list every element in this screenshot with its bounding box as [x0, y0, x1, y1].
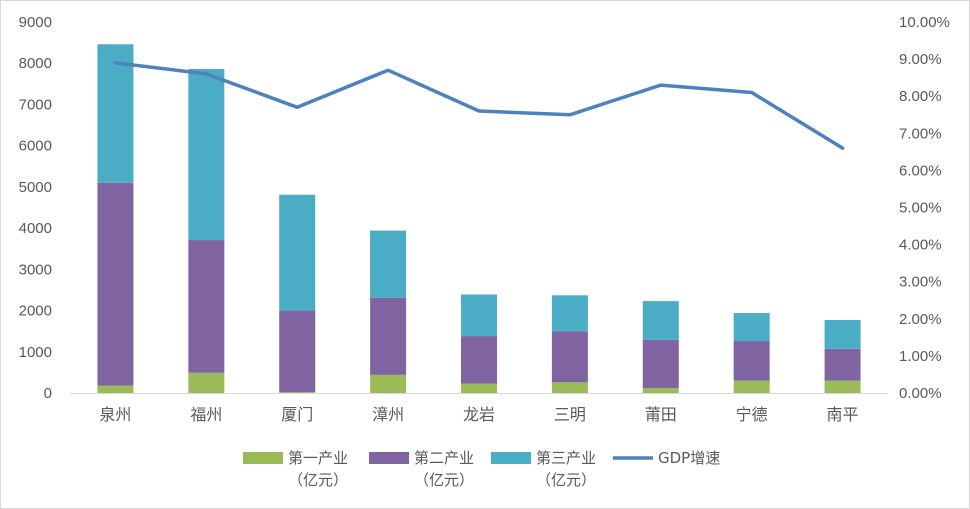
bar-segment-series-2 — [461, 336, 497, 384]
bar-segment-series-3 — [97, 44, 134, 183]
bar-segment-series-2 — [642, 339, 679, 389]
y-right-tick-label: 1.00% — [899, 348, 942, 365]
legend-swatch-series-1 — [243, 452, 283, 464]
bar-segment-series-1 — [188, 372, 225, 393]
y-right-tick-label: 8.00% — [899, 88, 942, 105]
y-left-tick-label: 1000 — [19, 344, 52, 361]
legend-swatch-series-2 — [369, 452, 409, 464]
x-category-label: 莆田 — [645, 405, 677, 424]
y-left-tick-label: 5000 — [19, 179, 52, 196]
y-right-tick-label: 2.00% — [899, 311, 942, 328]
bar-segment-series-2 — [188, 240, 225, 373]
bar-segment-series-3 — [370, 230, 407, 298]
legend-label-series-4: GDP增速 — [658, 449, 720, 467]
bar-segment-series-2 — [279, 310, 316, 393]
bar-segment-series-1 — [370, 374, 407, 393]
y-right-tick-label: 6.00% — [899, 162, 942, 179]
bar-segment-series-2 — [733, 341, 770, 381]
x-category-label: 厦门 — [281, 405, 313, 424]
bar-segment-series-3 — [551, 295, 588, 332]
y-left-tick-label: 0 — [44, 385, 52, 402]
y-right-tick-label: 0.00% — [899, 385, 942, 402]
y-left-tick-label: 2000 — [19, 303, 52, 320]
y-right-tick-label: 10.00% — [899, 14, 950, 31]
y-right-tick-label: 7.00% — [899, 125, 942, 142]
y-left-tick-label: 7000 — [19, 96, 52, 113]
bar-segment-series-1 — [642, 388, 679, 393]
bar-segment-series-1 — [461, 383, 497, 393]
bar-segment-series-3 — [642, 301, 679, 340]
bar-segment-series-3 — [188, 68, 225, 241]
y-left-tick-label: 9000 — [19, 14, 52, 31]
y-right-tick-label: 4.00% — [899, 237, 942, 254]
legend-swatch-series-3 — [491, 452, 531, 464]
legend-label-series-1: 第一产业 — [288, 449, 348, 467]
x-category-label: 泉州 — [99, 405, 131, 424]
y-left-tick-label: 6000 — [19, 138, 52, 155]
bar-segment-series-2 — [824, 348, 861, 381]
legend-label-series-2: （亿元） — [414, 471, 474, 489]
y-left-tick-label: 4000 — [19, 220, 52, 237]
y-right-tick-label: 3.00% — [899, 274, 942, 291]
bar-segment-series-1 — [551, 382, 588, 393]
y-right-tick-label: 9.00% — [899, 51, 942, 68]
x-category-label: 南平 — [827, 405, 859, 424]
y-left-tick-label: 8000 — [19, 55, 52, 72]
bar-segment-series-2 — [551, 331, 588, 383]
bar-segment-series-1 — [97, 385, 134, 393]
x-category-label: 福州 — [190, 405, 222, 424]
bar-segment-series-1 — [824, 380, 861, 393]
bar-segment-series-2 — [97, 182, 134, 386]
gdp-growth-line — [113, 61, 845, 150]
bar-segment-series-3 — [279, 194, 316, 311]
x-category-label: 宁德 — [736, 405, 768, 424]
bar-segment-series-2 — [370, 297, 407, 375]
legend-label-series-1: （亿元） — [288, 471, 348, 489]
bar-segment-series-3 — [733, 313, 770, 342]
legend-label-series-3: 第三产业 — [536, 449, 596, 467]
bar-segment-series-1 — [733, 380, 770, 393]
legend-label-series-2: 第二产业 — [414, 449, 474, 467]
x-category-label: 三明 — [554, 405, 586, 424]
x-category-label: 漳州 — [372, 405, 404, 424]
bar-segment-series-3 — [824, 320, 861, 349]
bar-segment-series-1 — [279, 392, 316, 393]
y-left-tick-label: 3000 — [19, 261, 52, 278]
legend-label-series-3: （亿元） — [536, 471, 596, 489]
y-right-tick-label: 5.00% — [899, 200, 942, 217]
x-category-label: 龙岩 — [463, 405, 495, 424]
bar-segment-series-3 — [461, 294, 497, 337]
